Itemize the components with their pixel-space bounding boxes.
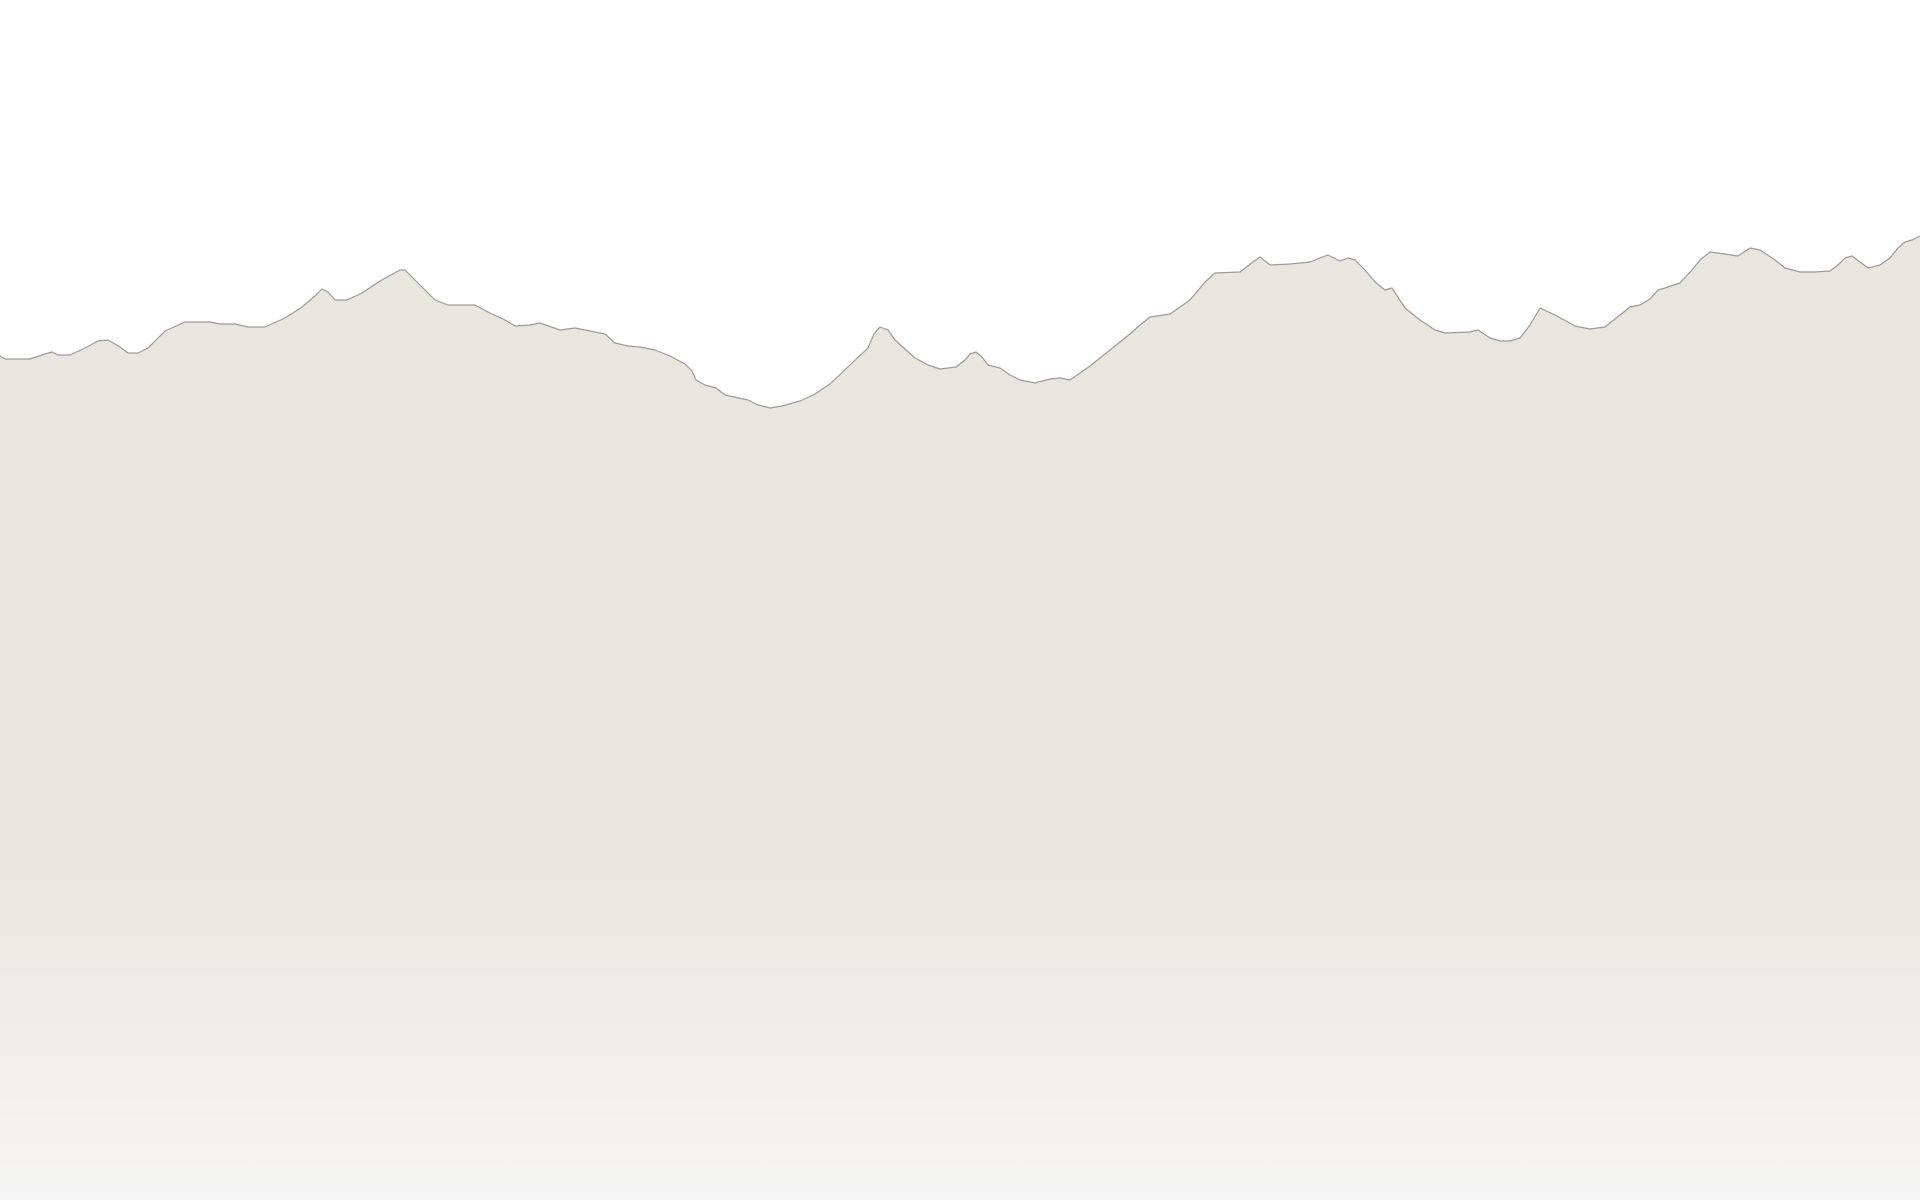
mountain-fill bbox=[0, 236, 1920, 1200]
ridge-line bbox=[0, 235, 1920, 409]
